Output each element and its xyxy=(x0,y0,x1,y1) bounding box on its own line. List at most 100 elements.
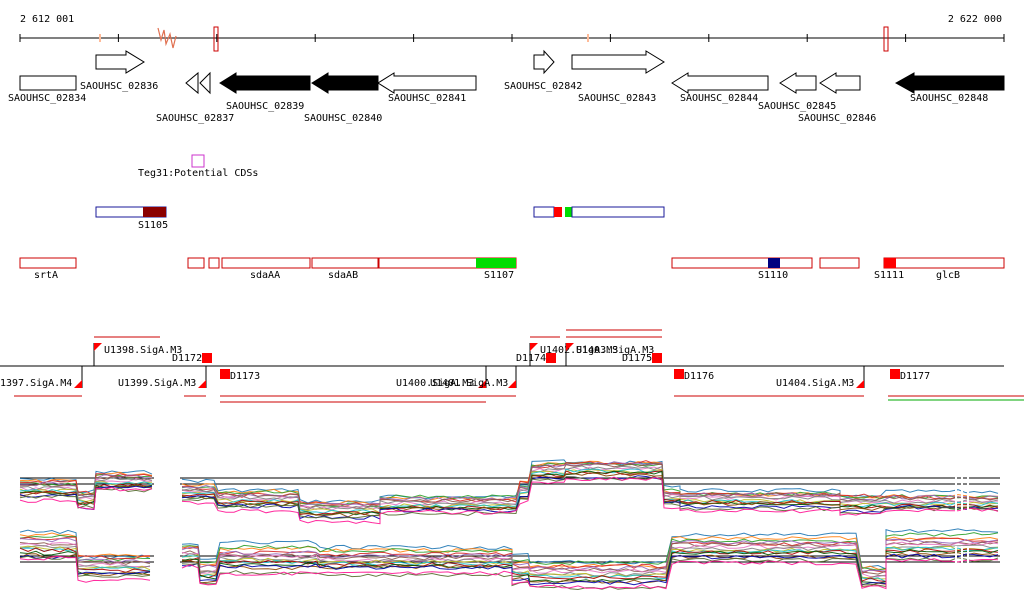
gene-arrow xyxy=(311,72,379,94)
segment-blue-left[interactable] xyxy=(533,206,555,218)
segment-label-s1105: S1105 xyxy=(138,220,168,231)
terminator-d1174[interactable]: D1174 xyxy=(516,353,556,364)
gene-saouhsc-02834[interactable]: SAOUHSC_02834 xyxy=(8,75,86,104)
gene-saouhsc-02843[interactable]: SAOUHSC_02843 xyxy=(571,50,665,104)
terminator-d1175[interactable]: D1175 xyxy=(622,353,662,364)
promoter-label: 1397.SigA.M4 xyxy=(0,378,72,389)
gene-label: SAOUHSC_02845 xyxy=(758,101,836,112)
promoter-u1404[interactable]: U1404.SigA.M3 xyxy=(776,366,865,389)
promoter-label: U1398.SigA.M3 xyxy=(104,345,182,356)
expression-gap xyxy=(154,530,180,600)
promoter-u1402[interactable]: U1402.SigA.M3 xyxy=(529,343,618,366)
operon-sdaab[interactable] xyxy=(311,257,379,269)
segment-label-s1110: S1110 xyxy=(758,270,788,281)
terminator-label: D1173 xyxy=(230,371,260,382)
operon-track: srtA sdaAA sdaAB S1107 S1110 S1111 glcB xyxy=(19,257,1005,281)
gene-label: SAOUHSC_02844 xyxy=(680,93,758,104)
operon-s1110-fill xyxy=(768,258,780,268)
operon-s1111-fill xyxy=(884,258,896,268)
operon-glcb[interactable] xyxy=(883,257,1005,269)
operon-small-2[interactable] xyxy=(208,257,220,269)
potential-cds-track: Teg31:Potential CDSs xyxy=(138,154,258,179)
gene-label: SAOUHSC_02841 xyxy=(388,93,466,104)
promoter-label: U1399.SigA.M3 xyxy=(118,378,196,389)
terminator-label: D1177 xyxy=(900,371,930,382)
gene-arrow xyxy=(671,72,769,94)
gene-saouhsc-02842[interactable]: SAOUHSC_02842 xyxy=(504,49,582,92)
terminator-d1176[interactable]: D1176 xyxy=(674,369,714,382)
expression-profile xyxy=(19,476,999,525)
promoter-1397[interactable]: 1397.SigA.M4 xyxy=(0,366,83,389)
gene-saouhsc-02836[interactable]: SAOUHSC_02836 xyxy=(80,50,158,92)
gene-saouhsc-02848[interactable]: SAOUHSC_02848 xyxy=(894,72,1005,104)
gene-saouhsc-02841[interactable]: SAOUHSC_02841 xyxy=(377,72,477,104)
expression-profile xyxy=(19,537,999,572)
segment-label-s1107: S1107 xyxy=(484,270,514,281)
operon-s1107-fill xyxy=(476,258,516,268)
gene-label: SAOUHSC_02839 xyxy=(226,101,304,112)
gene-saouhsc-02840[interactable]: SAOUHSC_02840 xyxy=(304,72,382,124)
ruler-ticks xyxy=(19,34,1005,42)
operon-srta[interactable] xyxy=(19,257,77,269)
gene-label: SAOUHSC_02834 xyxy=(8,93,86,104)
terminator-label: D1175 xyxy=(622,353,652,364)
promoter-u1399[interactable]: U1399.SigA.M3 xyxy=(118,366,207,389)
terminator-label: D1174 xyxy=(516,353,546,364)
promoter-label: U1401.SigA.M3 xyxy=(430,378,508,389)
gene-track: SAOUHSC_02834 SAOUHSC_02836 SAOUHSC_0283… xyxy=(8,49,1005,124)
gene-arrow xyxy=(533,49,555,75)
gene-arrow xyxy=(219,72,311,94)
gene-arrow xyxy=(571,50,665,74)
promoter-u1403[interactable]: U1403.SigA.M3 xyxy=(565,343,654,366)
expression-profile xyxy=(19,541,999,575)
segment-red-mark xyxy=(554,207,562,217)
gene-saouhsc-02844[interactable]: SAOUHSC_02844 xyxy=(671,72,769,104)
gene-label: SAOUHSC_02843 xyxy=(578,93,656,104)
gene-arrow xyxy=(95,50,145,74)
terminator-d1177[interactable]: D1177 xyxy=(890,369,930,382)
terminator-d1173[interactable]: D1173 xyxy=(220,369,260,382)
operon-label-sdaaa: sdaAA xyxy=(250,270,280,281)
expression-track-forward xyxy=(19,459,1000,530)
promoter-label: U1403.SigA.M3 xyxy=(576,345,654,356)
gene-saouhsc-02845[interactable]: SAOUHSC_02845 xyxy=(758,72,836,112)
operon-s1110-outline[interactable] xyxy=(671,257,813,269)
expression-profile xyxy=(19,462,999,510)
gene-label: SAOUHSC_02837 xyxy=(156,113,234,124)
promoter-label: U1402.SigA.M3 xyxy=(540,345,618,356)
segment-blue-right[interactable] xyxy=(571,206,665,218)
potential-cds-box[interactable] xyxy=(191,154,205,168)
gene-label: SAOUHSC_02848 xyxy=(910,93,988,104)
expression-profile xyxy=(19,555,999,590)
gene-label: SAOUHSC_02846 xyxy=(798,113,876,124)
expression-profile xyxy=(19,476,999,520)
operon-sdaaa[interactable] xyxy=(221,257,311,269)
promoter-label: U1404.SigA.M3 xyxy=(776,378,854,389)
operon-small-1[interactable] xyxy=(187,257,205,269)
gene-saouhsc-02839[interactable]: SAOUHSC_02839 xyxy=(219,72,311,112)
promoter-u1401[interactable]: U1401.SigA.M3 xyxy=(430,366,517,389)
ruler-end-label: 2 622 000 xyxy=(948,14,1002,25)
promoter-u1398[interactable]: U1398.SigA.M3 xyxy=(93,343,182,366)
gene-saouhsc-02837[interactable]: SAOUHSC_02837 xyxy=(156,71,234,124)
terminator-d1172[interactable]: D1172 xyxy=(172,353,212,364)
expression-profile xyxy=(19,460,999,506)
operon-small-3[interactable] xyxy=(819,257,860,269)
segment-track-blue: S1105 xyxy=(95,206,665,231)
segment-green-mark xyxy=(565,207,572,217)
segment-s1105-fill xyxy=(143,207,166,217)
segment-label-s1111: S1111 xyxy=(874,270,904,281)
gene-arrow xyxy=(819,72,861,94)
promoter-u1400[interactable]: U1400.SigA.M3 xyxy=(396,366,487,389)
gene-arrow xyxy=(894,72,1005,94)
gene-box xyxy=(19,75,77,91)
operon-label-glcb: glcB xyxy=(936,270,960,281)
gene-saouhsc-02846[interactable]: SAOUHSC_02846 xyxy=(798,72,876,124)
gene-label: SAOUHSC_02842 xyxy=(504,81,582,92)
expression-profile xyxy=(19,555,999,591)
signal-track: U1398.SigA.M3 U1402.SigA.M3 U1403.SigA.M… xyxy=(0,329,1024,403)
expression-gap xyxy=(154,460,180,530)
ruler-marker-wave xyxy=(157,27,177,49)
promoter-label: U1400.SigA.M3 xyxy=(396,378,474,389)
